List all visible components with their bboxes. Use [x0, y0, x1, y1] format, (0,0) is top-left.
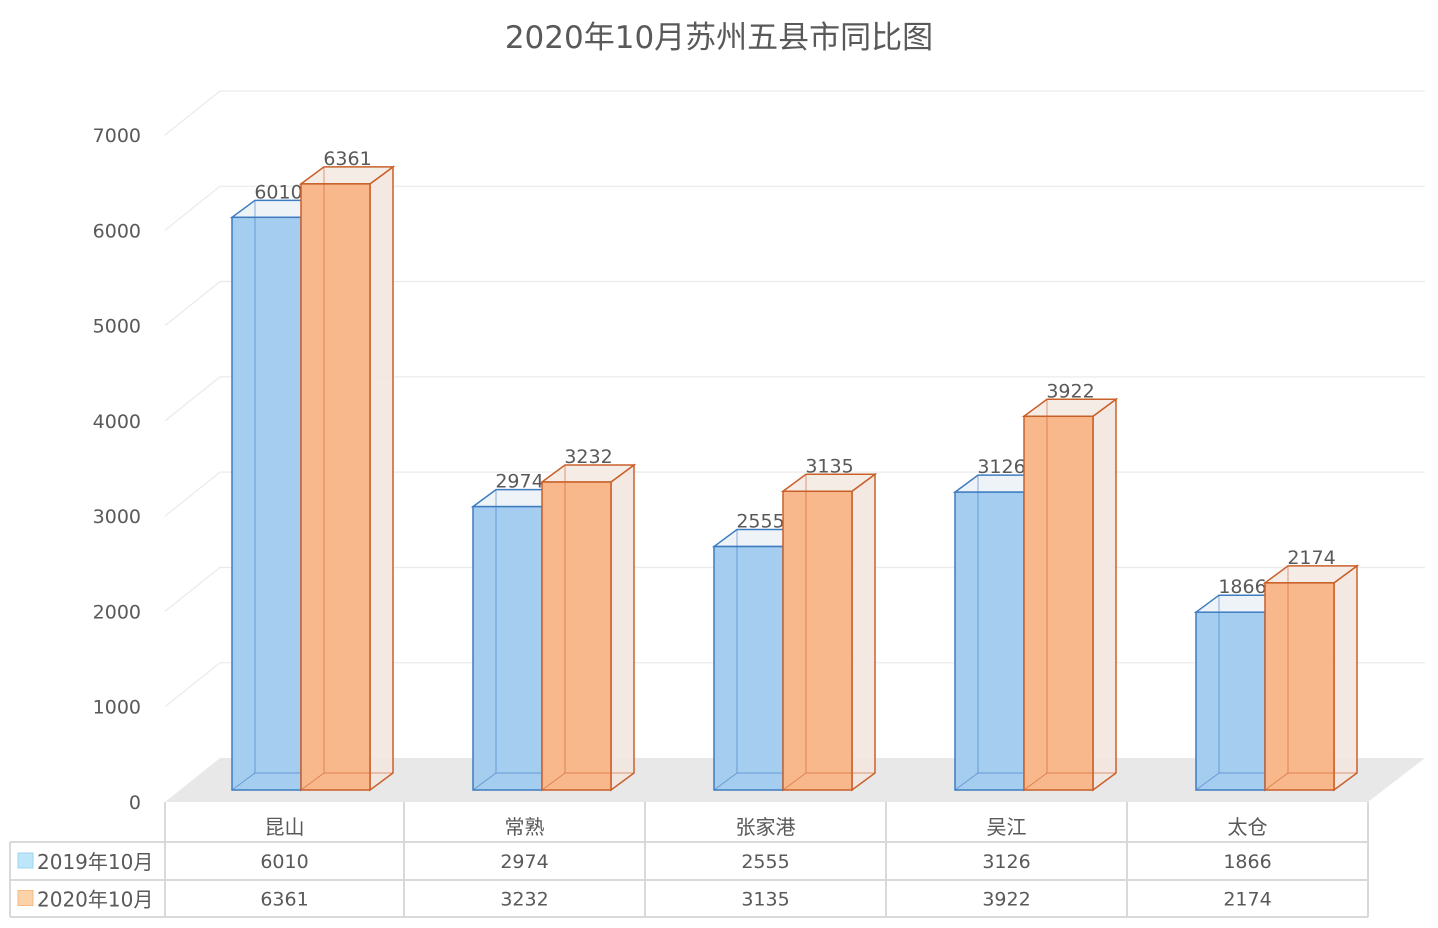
- category-label: 常熟: [505, 815, 545, 839]
- bar-2019: [713, 545, 784, 791]
- table-cell: 3232: [500, 889, 548, 911]
- bar-2019: [231, 216, 302, 791]
- data-label: 3922: [1046, 380, 1094, 402]
- bar-2020: [1264, 582, 1335, 791]
- data-label: 3126: [977, 456, 1025, 478]
- chart-title: 2020年10月苏州五县市同比图: [504, 20, 934, 56]
- y-tick-label: 3000: [93, 506, 141, 528]
- table-cell: 2974: [500, 851, 548, 873]
- bar-side: [610, 463, 635, 792]
- table-cell: 2555: [741, 851, 789, 873]
- legend-label: 2020年10月: [37, 888, 153, 912]
- bar-2020: [300, 183, 371, 791]
- table-cell: 6361: [260, 889, 308, 911]
- category-label: 太仓: [1228, 815, 1268, 839]
- bar-side: [851, 472, 876, 792]
- table-cell: 6010: [260, 851, 308, 873]
- table-cell: 3922: [982, 889, 1030, 911]
- data-label: 2555: [736, 511, 784, 533]
- table-cell: 2174: [1223, 889, 1271, 911]
- bar-side: [1333, 564, 1358, 792]
- data-label: 3135: [805, 455, 853, 477]
- table-cell: 1866: [1223, 851, 1271, 873]
- bar-side: [1092, 397, 1117, 792]
- bar-hidden-edge: [1195, 772, 1220, 791]
- legend-swatch: [17, 890, 34, 906]
- bar-2020: [541, 481, 612, 791]
- data-label: 3232: [564, 446, 612, 468]
- gridline: [164, 376, 1425, 422]
- bar-hidden-edge: [541, 772, 566, 791]
- bar-side: [369, 165, 394, 792]
- bar-2020: [782, 490, 853, 791]
- bar-hidden-edge: [300, 772, 325, 791]
- y-tick-label: 1000: [93, 697, 141, 719]
- category-label: 昆山: [265, 815, 305, 839]
- y-tick-label: 6000: [93, 220, 141, 242]
- bar-hidden-edge: [713, 772, 738, 791]
- y-tick-label: 5000: [93, 316, 141, 338]
- table-cell: 3126: [982, 851, 1030, 873]
- y-tick-label: 2000: [93, 601, 141, 623]
- bar-hidden-edge: [1264, 772, 1289, 791]
- bar-hidden-edge: [954, 772, 979, 791]
- legend-label: 2019年10月: [37, 850, 153, 874]
- gridline: [164, 185, 1425, 231]
- bar-2020: [1023, 415, 1094, 791]
- gridline: [164, 280, 1425, 327]
- y-tick-label: 0: [129, 792, 141, 814]
- bar-2019: [1195, 611, 1266, 791]
- bar-2019: [954, 491, 1025, 791]
- legend-swatch: [17, 852, 34, 869]
- category-label: 吴江: [987, 815, 1027, 839]
- y-tick-label: 7000: [93, 125, 141, 147]
- table-cell: 3135: [741, 889, 789, 911]
- bar-hidden-edge: [472, 772, 497, 791]
- bar-hidden-edge: [1023, 772, 1048, 791]
- category-label: 张家港: [736, 815, 796, 839]
- data-label: 2174: [1287, 547, 1335, 569]
- bar-2019: [472, 505, 543, 791]
- data-label: 6361: [323, 148, 371, 170]
- data-label: 1866: [1218, 576, 1266, 598]
- gridline: [164, 90, 1425, 136]
- bar-hidden-edge: [231, 772, 256, 791]
- bar-hidden-edge: [782, 772, 807, 791]
- y-tick-label: 4000: [93, 411, 141, 433]
- data-label: 6010: [254, 181, 302, 203]
- data-label: 2974: [495, 471, 543, 493]
